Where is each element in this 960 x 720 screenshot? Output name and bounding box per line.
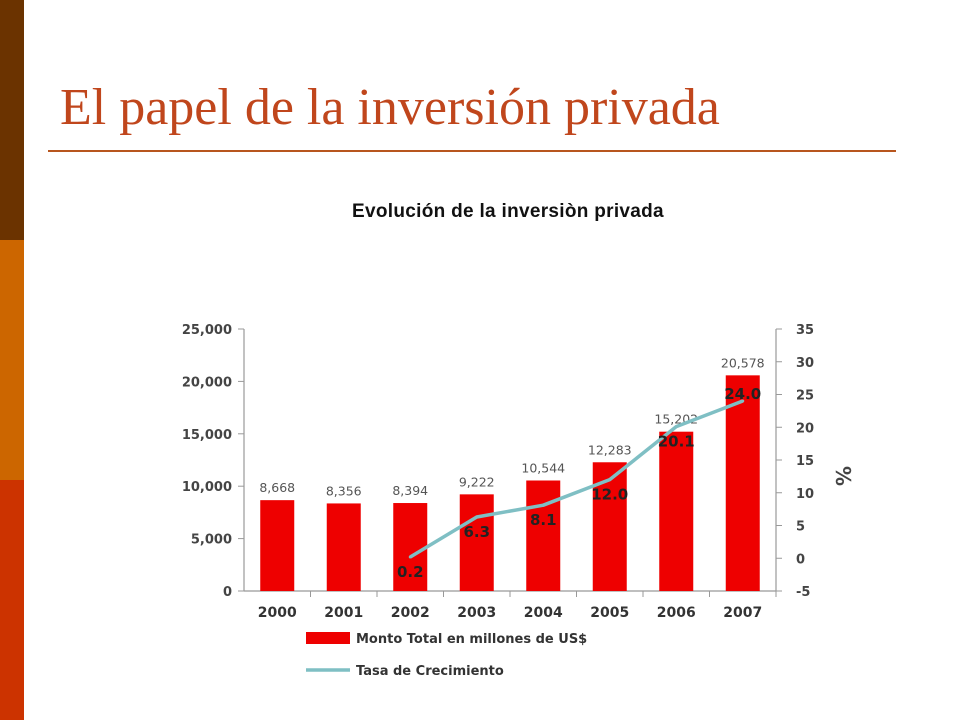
bar-value-label: 8,394 xyxy=(392,483,428,498)
side-bar-dark xyxy=(0,0,24,240)
legend-bar-label: Monto Total en millones de US$ xyxy=(356,632,587,647)
right-y-tick-label: 30 xyxy=(796,356,814,371)
growth-value-label: 20.1 xyxy=(658,433,695,451)
side-bar-red xyxy=(0,480,24,720)
x-tick-label: 2007 xyxy=(723,605,762,621)
growth-point xyxy=(541,503,545,507)
bar-value-label: 20,578 xyxy=(721,355,765,370)
right-y-tick-label: 5 xyxy=(796,520,805,535)
growth-value-label: 8.1 xyxy=(530,511,557,529)
right-y-tick-label: 25 xyxy=(796,389,814,404)
right-y-tick-labels: -5 0 5 10 15 20 25 30 35% xyxy=(796,323,855,600)
bar-series xyxy=(260,375,760,591)
bar xyxy=(526,480,561,591)
growth-point xyxy=(608,478,612,482)
right-y-tick-label: 15 xyxy=(796,454,814,469)
growth-series xyxy=(408,399,745,559)
x-tick-label: 2000 xyxy=(258,605,297,621)
left-y-tick-label: 0 xyxy=(223,585,232,600)
bar xyxy=(393,503,428,591)
right-y-tick-label: 20 xyxy=(796,421,814,436)
x-tick-label: 2006 xyxy=(657,605,696,621)
bar-value-label: 9,222 xyxy=(459,474,495,489)
bar xyxy=(459,494,494,591)
bar-value-label: 10,544 xyxy=(521,460,565,475)
x-tick-label: 2001 xyxy=(324,605,363,621)
growth-point xyxy=(741,399,745,403)
bar xyxy=(592,462,627,591)
right-y-tick-label: 0 xyxy=(796,552,805,567)
x-tick-label: 2005 xyxy=(590,605,629,621)
title-underline xyxy=(48,150,896,152)
bar xyxy=(260,500,295,591)
chart-axes xyxy=(238,328,782,597)
bar xyxy=(326,503,361,591)
bar-labels: 8,668 8,356 8,3949,22210,54412,28315,20220… xyxy=(259,355,764,498)
bar xyxy=(659,431,694,591)
growth-labels: 0.2 6.3 8.1 12.0 20.1 24.0 xyxy=(397,385,761,581)
left-y-tick-label: 5,000 xyxy=(191,533,232,548)
legend-line-label: Tasa de Crecimiento xyxy=(356,664,504,679)
side-bar-orange xyxy=(0,240,24,480)
x-tick-label: 2003 xyxy=(457,605,496,621)
growth-point xyxy=(475,515,479,519)
legend: Monto Total en millones de US$ Tasa de Cr… xyxy=(306,632,587,679)
growth-point xyxy=(408,555,412,559)
legend-bar-swatch xyxy=(306,632,350,644)
right-axis-label: % xyxy=(831,466,855,486)
left-y-tick-label: 15,000 xyxy=(182,428,232,443)
chart-title: Evolución de la inversiòn privada xyxy=(352,201,664,222)
growth-point xyxy=(674,425,678,429)
bar-value-label: 12,283 xyxy=(588,442,632,457)
bar-value-label: 8,668 xyxy=(259,480,295,495)
bar xyxy=(725,375,760,591)
x-tick-labels: 2000 2001 2002 2003 2004 2005 2006 2007 xyxy=(258,605,762,621)
left-y-tick-labels: 0 5,000 10,000 15,000 20,000 25,000 xyxy=(182,323,232,600)
slide-title: El papel de la inversión privada xyxy=(60,79,720,136)
bar-value-label: 8,356 xyxy=(326,483,362,498)
growth-value-label: 6.3 xyxy=(463,523,490,541)
left-y-tick-label: 20,000 xyxy=(182,375,232,390)
right-y-tick-label: 10 xyxy=(796,487,814,502)
x-tick-label: 2002 xyxy=(391,605,430,621)
left-y-tick-label: 10,000 xyxy=(182,480,232,495)
growth-value-label: 24.0 xyxy=(724,385,761,403)
growth-line xyxy=(409,399,744,559)
growth-value-label: 12.0 xyxy=(591,486,628,504)
left-y-tick-label: 25,000 xyxy=(182,323,232,338)
growth-value-label: 0.2 xyxy=(397,563,424,581)
x-tick-label: 2004 xyxy=(524,605,563,621)
right-y-tick-label: -5 xyxy=(796,585,810,600)
right-y-tick-label: 35 xyxy=(796,323,814,338)
